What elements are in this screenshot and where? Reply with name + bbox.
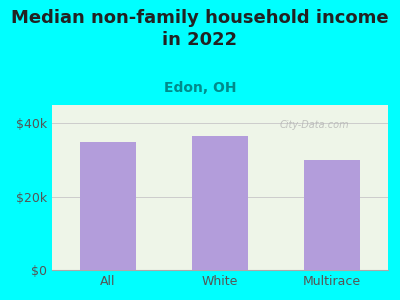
Text: Median non-family household income
in 2022: Median non-family household income in 20…: [11, 9, 389, 49]
Bar: [304, 160, 360, 270]
Bar: [80, 142, 136, 270]
Bar: [192, 136, 248, 270]
Text: City-Data.com: City-Data.com: [279, 120, 349, 130]
Text: Edon, OH: Edon, OH: [164, 81, 236, 95]
